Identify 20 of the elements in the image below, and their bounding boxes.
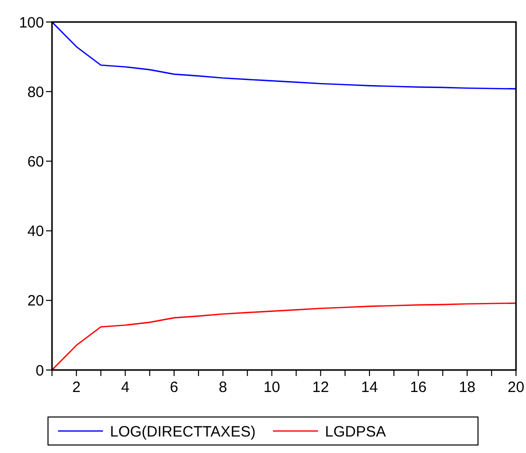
x-tick-label: 4 [121,379,130,396]
x-tick-label: 12 [312,379,329,396]
x-tick-label: 8 [218,379,228,396]
x-tick-label: 14 [361,379,378,396]
x-tick-label: 6 [170,379,178,396]
legend-label: LGDPSA [325,423,386,440]
x-tick-label: 20 [508,379,524,396]
x-tick-label: 18 [458,379,476,396]
line-series [51,21,517,90]
y-tick-label: 0 [36,362,44,380]
x-tick-label: 10 [263,379,280,396]
x-tick-label: 2 [72,379,81,396]
y-tick-label: 80 [27,84,44,101]
y-tick-label: 60 [27,153,44,170]
y-tick-label: 20 [27,292,44,310]
y-tick-label: 100 [18,14,44,32]
y-tick-label: 40 [27,223,44,240]
x-tick-label: 16 [410,379,427,396]
legend-label: LOG(DIRECTTAXES) [110,423,256,440]
line-series [51,302,517,371]
